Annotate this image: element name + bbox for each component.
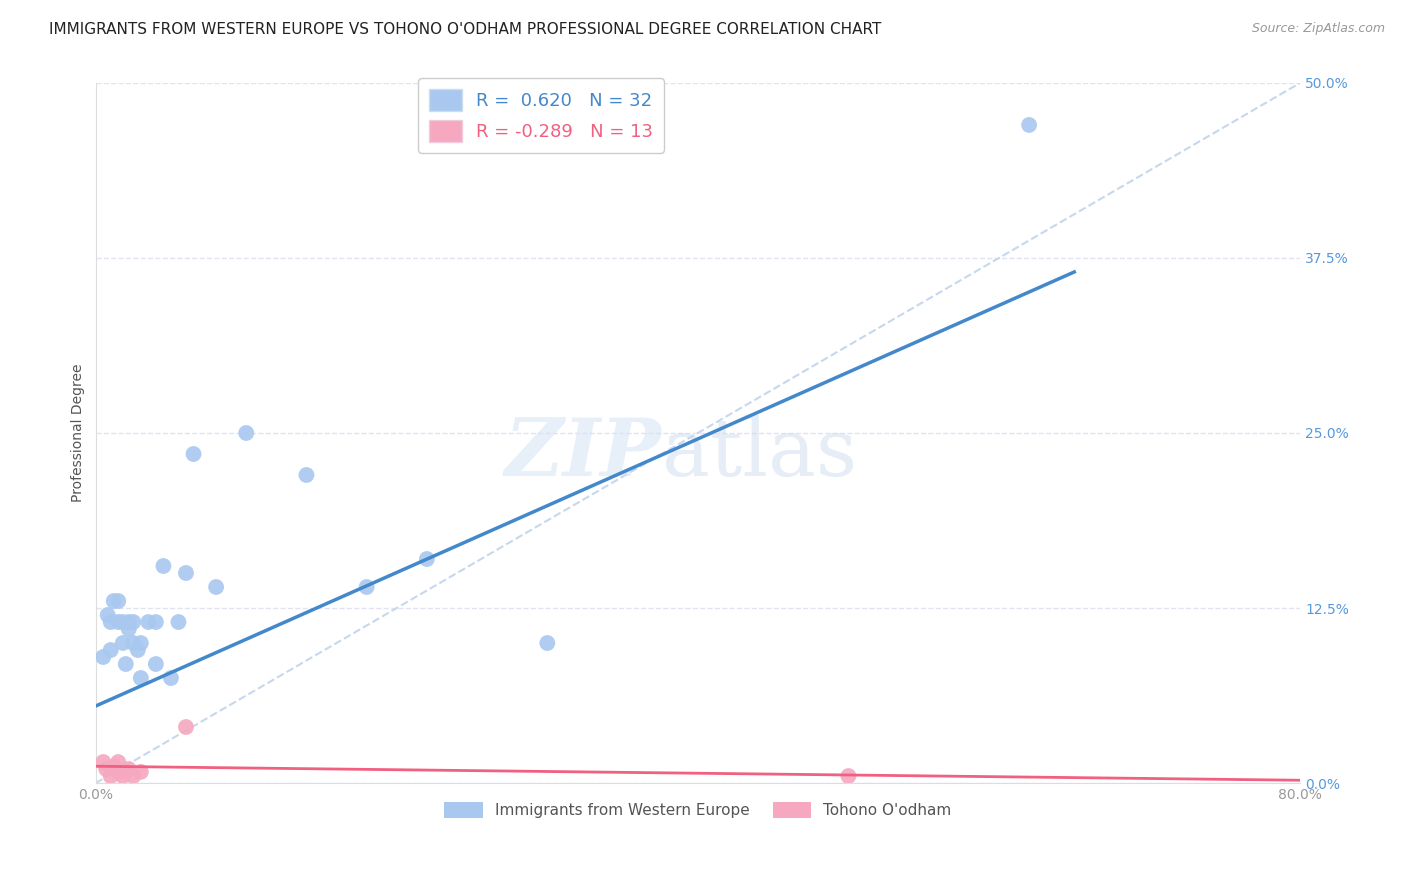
- Point: [122, 769, 145, 783]
- Point: [114, 657, 136, 671]
- Point: [107, 764, 129, 779]
- Point: [100, 769, 122, 783]
- Point: [145, 657, 167, 671]
- Point: [152, 559, 174, 574]
- Point: [107, 755, 129, 769]
- Point: [160, 671, 183, 685]
- Point: [114, 764, 136, 779]
- Point: [174, 566, 197, 580]
- Point: [111, 769, 134, 783]
- Point: [174, 720, 197, 734]
- Point: [127, 643, 149, 657]
- Point: [118, 762, 141, 776]
- Point: [118, 622, 141, 636]
- Point: [295, 468, 318, 483]
- Point: [129, 671, 152, 685]
- Point: [416, 552, 439, 566]
- Point: [122, 615, 145, 629]
- Text: IMMIGRANTS FROM WESTERN EUROPE VS TOHONO O'ODHAM PROFESSIONAL DEGREE CORRELATION: IMMIGRANTS FROM WESTERN EUROPE VS TOHONO…: [49, 22, 882, 37]
- Point: [145, 615, 167, 629]
- Text: Source: ZipAtlas.com: Source: ZipAtlas.com: [1251, 22, 1385, 36]
- Point: [235, 425, 257, 440]
- Point: [111, 636, 134, 650]
- Point: [356, 580, 378, 594]
- Point: [107, 594, 129, 608]
- Point: [96, 762, 118, 776]
- Text: ZIP: ZIP: [505, 416, 662, 492]
- Point: [111, 615, 134, 629]
- Point: [91, 755, 114, 769]
- Point: [138, 615, 160, 629]
- Point: [183, 447, 205, 461]
- Point: [100, 615, 122, 629]
- Point: [167, 615, 190, 629]
- Text: atlas: atlas: [662, 415, 856, 493]
- Point: [97, 607, 120, 622]
- Point: [837, 769, 859, 783]
- Point: [129, 764, 152, 779]
- Point: [100, 643, 122, 657]
- Y-axis label: Professional Degree: Professional Degree: [72, 364, 86, 502]
- Legend: Immigrants from Western Europe, Tohono O'odham: Immigrants from Western Europe, Tohono O…: [439, 797, 957, 824]
- Point: [1018, 118, 1040, 132]
- Point: [205, 580, 228, 594]
- Point: [103, 759, 125, 773]
- Point: [103, 594, 125, 608]
- Point: [107, 615, 129, 629]
- Point: [122, 636, 145, 650]
- Point: [91, 650, 114, 665]
- Point: [129, 636, 152, 650]
- Point: [118, 615, 141, 629]
- Point: [536, 636, 558, 650]
